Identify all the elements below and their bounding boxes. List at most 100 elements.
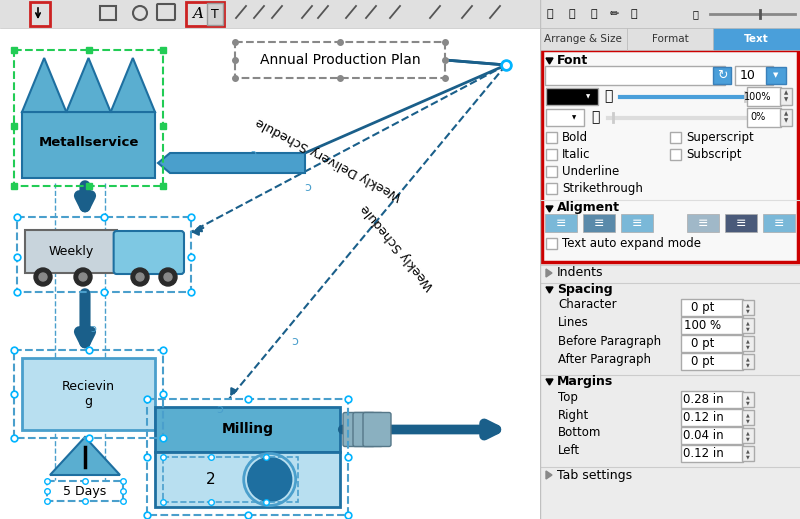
Text: ▼: ▼ (746, 362, 750, 367)
Text: ▼: ▼ (784, 118, 788, 124)
FancyBboxPatch shape (30, 2, 50, 26)
Text: ≡: ≡ (736, 216, 746, 229)
FancyBboxPatch shape (681, 391, 743, 408)
FancyBboxPatch shape (546, 166, 557, 177)
Text: ▼: ▼ (746, 308, 750, 313)
FancyBboxPatch shape (546, 183, 557, 194)
Text: Bottom: Bottom (558, 427, 602, 440)
Text: 0.04 in: 0.04 in (682, 429, 723, 442)
Text: 0.12 in: 0.12 in (682, 411, 723, 424)
FancyBboxPatch shape (742, 336, 754, 351)
Text: c: c (250, 147, 256, 157)
FancyBboxPatch shape (747, 108, 781, 127)
FancyBboxPatch shape (22, 358, 155, 430)
Polygon shape (66, 58, 110, 112)
FancyBboxPatch shape (545, 66, 725, 85)
Polygon shape (546, 471, 552, 479)
FancyBboxPatch shape (546, 88, 598, 105)
Polygon shape (110, 58, 155, 112)
Text: 🔍: 🔍 (546, 9, 554, 19)
FancyBboxPatch shape (681, 317, 743, 334)
Text: Text auto expand mode: Text auto expand mode (562, 237, 701, 250)
FancyBboxPatch shape (670, 149, 681, 160)
Text: Indents: Indents (557, 266, 603, 280)
Circle shape (79, 273, 87, 281)
Text: ▲: ▲ (746, 412, 750, 417)
Text: A: A (193, 7, 203, 21)
Text: c: c (305, 180, 311, 193)
FancyBboxPatch shape (626, 28, 714, 50)
Text: ≡: ≡ (698, 216, 708, 229)
FancyBboxPatch shape (742, 428, 754, 443)
Circle shape (164, 273, 172, 281)
FancyBboxPatch shape (747, 87, 781, 106)
Text: ▲: ▲ (746, 338, 750, 343)
FancyBboxPatch shape (681, 335, 743, 352)
Text: Font: Font (557, 53, 588, 66)
FancyBboxPatch shape (0, 0, 540, 28)
Text: ≡: ≡ (632, 216, 642, 229)
FancyBboxPatch shape (155, 407, 340, 452)
Text: ▼: ▼ (746, 400, 750, 405)
FancyBboxPatch shape (763, 214, 795, 232)
FancyBboxPatch shape (542, 50, 798, 262)
FancyBboxPatch shape (735, 66, 773, 85)
Text: ▼: ▼ (746, 344, 750, 349)
Text: c: c (217, 402, 223, 415)
Text: 🖌: 🖌 (630, 9, 638, 19)
Text: Italic: Italic (562, 148, 590, 161)
Text: ▼: ▼ (746, 454, 750, 459)
Text: Margins: Margins (557, 376, 614, 389)
FancyBboxPatch shape (540, 28, 626, 50)
Polygon shape (546, 287, 553, 293)
Text: 0 pt: 0 pt (691, 301, 714, 314)
FancyBboxPatch shape (114, 231, 184, 274)
Circle shape (74, 268, 92, 286)
Text: ✏: ✏ (610, 9, 618, 19)
Text: 0 pt: 0 pt (691, 355, 714, 368)
Text: ▼: ▼ (784, 98, 788, 102)
Text: ▼: ▼ (746, 436, 750, 441)
FancyBboxPatch shape (546, 238, 557, 249)
Text: c: c (90, 322, 96, 332)
FancyBboxPatch shape (545, 214, 577, 232)
FancyBboxPatch shape (742, 392, 754, 407)
FancyBboxPatch shape (766, 67, 786, 84)
Text: Recievin
g: Recievin g (62, 380, 115, 408)
FancyBboxPatch shape (546, 132, 557, 143)
FancyBboxPatch shape (207, 3, 223, 25)
Text: 2: 2 (206, 472, 215, 487)
FancyBboxPatch shape (363, 413, 391, 446)
Polygon shape (546, 379, 553, 385)
Text: 0 pt: 0 pt (691, 337, 714, 350)
Circle shape (159, 268, 177, 286)
Text: Underline: Underline (562, 165, 619, 178)
FancyBboxPatch shape (742, 354, 754, 369)
FancyBboxPatch shape (546, 109, 584, 126)
Text: ▼: ▼ (746, 418, 750, 423)
Polygon shape (546, 206, 553, 212)
Polygon shape (546, 269, 552, 277)
Text: Bold: Bold (562, 131, 588, 144)
Circle shape (39, 273, 47, 281)
Text: Format: Format (652, 34, 688, 44)
Text: Strikethrough: Strikethrough (562, 182, 643, 195)
FancyBboxPatch shape (670, 132, 681, 143)
Text: 🔍: 🔍 (692, 9, 698, 19)
FancyBboxPatch shape (742, 446, 754, 461)
FancyBboxPatch shape (713, 67, 731, 84)
FancyBboxPatch shape (714, 28, 800, 50)
FancyBboxPatch shape (742, 410, 754, 425)
FancyBboxPatch shape (22, 112, 155, 178)
Text: ▼: ▼ (746, 326, 750, 331)
FancyBboxPatch shape (681, 409, 743, 426)
Circle shape (248, 458, 292, 501)
FancyBboxPatch shape (25, 230, 117, 273)
Text: 100 %: 100 % (685, 319, 722, 332)
Text: ▼: ▼ (586, 94, 590, 99)
Text: 🤚: 🤚 (569, 9, 575, 19)
Circle shape (131, 268, 149, 286)
Text: T: T (211, 7, 219, 20)
Text: ↻: ↻ (717, 69, 727, 82)
Text: 5 Days: 5 Days (63, 485, 106, 499)
